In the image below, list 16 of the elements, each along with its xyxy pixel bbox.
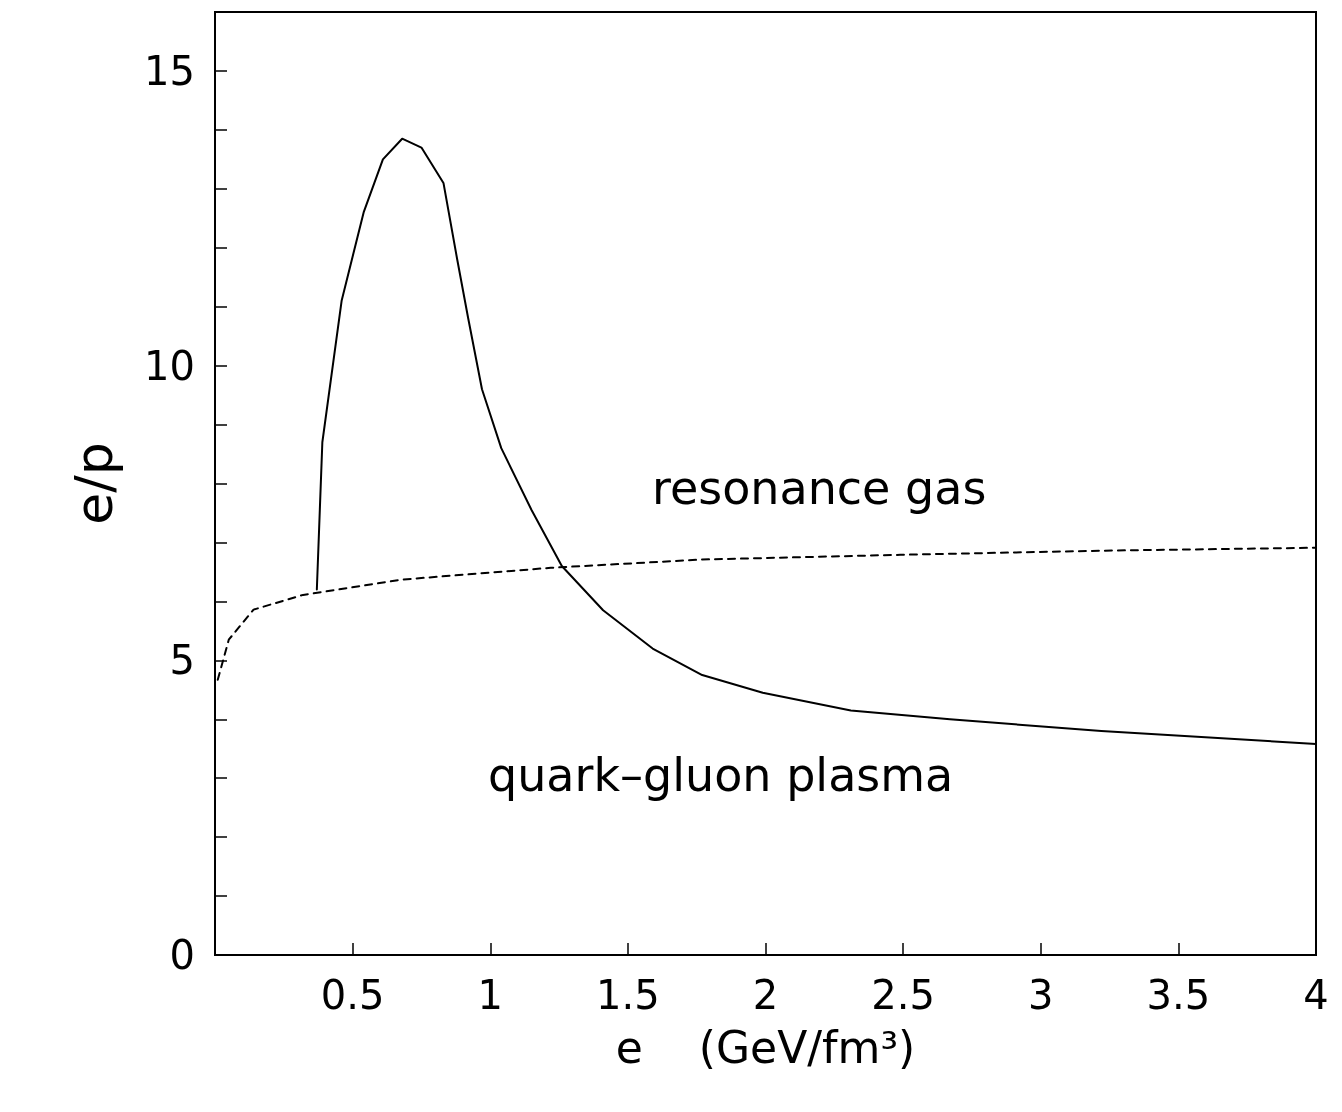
x-tick-label: 2 [752, 972, 779, 1018]
y-tick-label: 5 [169, 637, 195, 684]
x-axis-title: e (GeV/fm³) [615, 1021, 916, 1073]
y-tick-label: 15 [144, 47, 195, 94]
x-tick-label: 3.5 [1146, 972, 1211, 1018]
x-tick-label: 2.5 [871, 972, 935, 1018]
annotation: resonance gas [652, 461, 987, 515]
x-tick-label: 4 [1303, 972, 1329, 1018]
x-tick-label: 1.5 [596, 972, 660, 1018]
x-tick-label: 0.5 [320, 972, 385, 1018]
y-tick-label: 0 [169, 932, 195, 978]
annotation: quark–gluon plasma [488, 748, 954, 802]
x-tick-label: 1 [477, 972, 503, 1018]
y-axis-title: e/p [64, 442, 124, 525]
y-tick-label: 10 [144, 342, 195, 389]
x-tick-label: 3 [1028, 972, 1054, 1018]
